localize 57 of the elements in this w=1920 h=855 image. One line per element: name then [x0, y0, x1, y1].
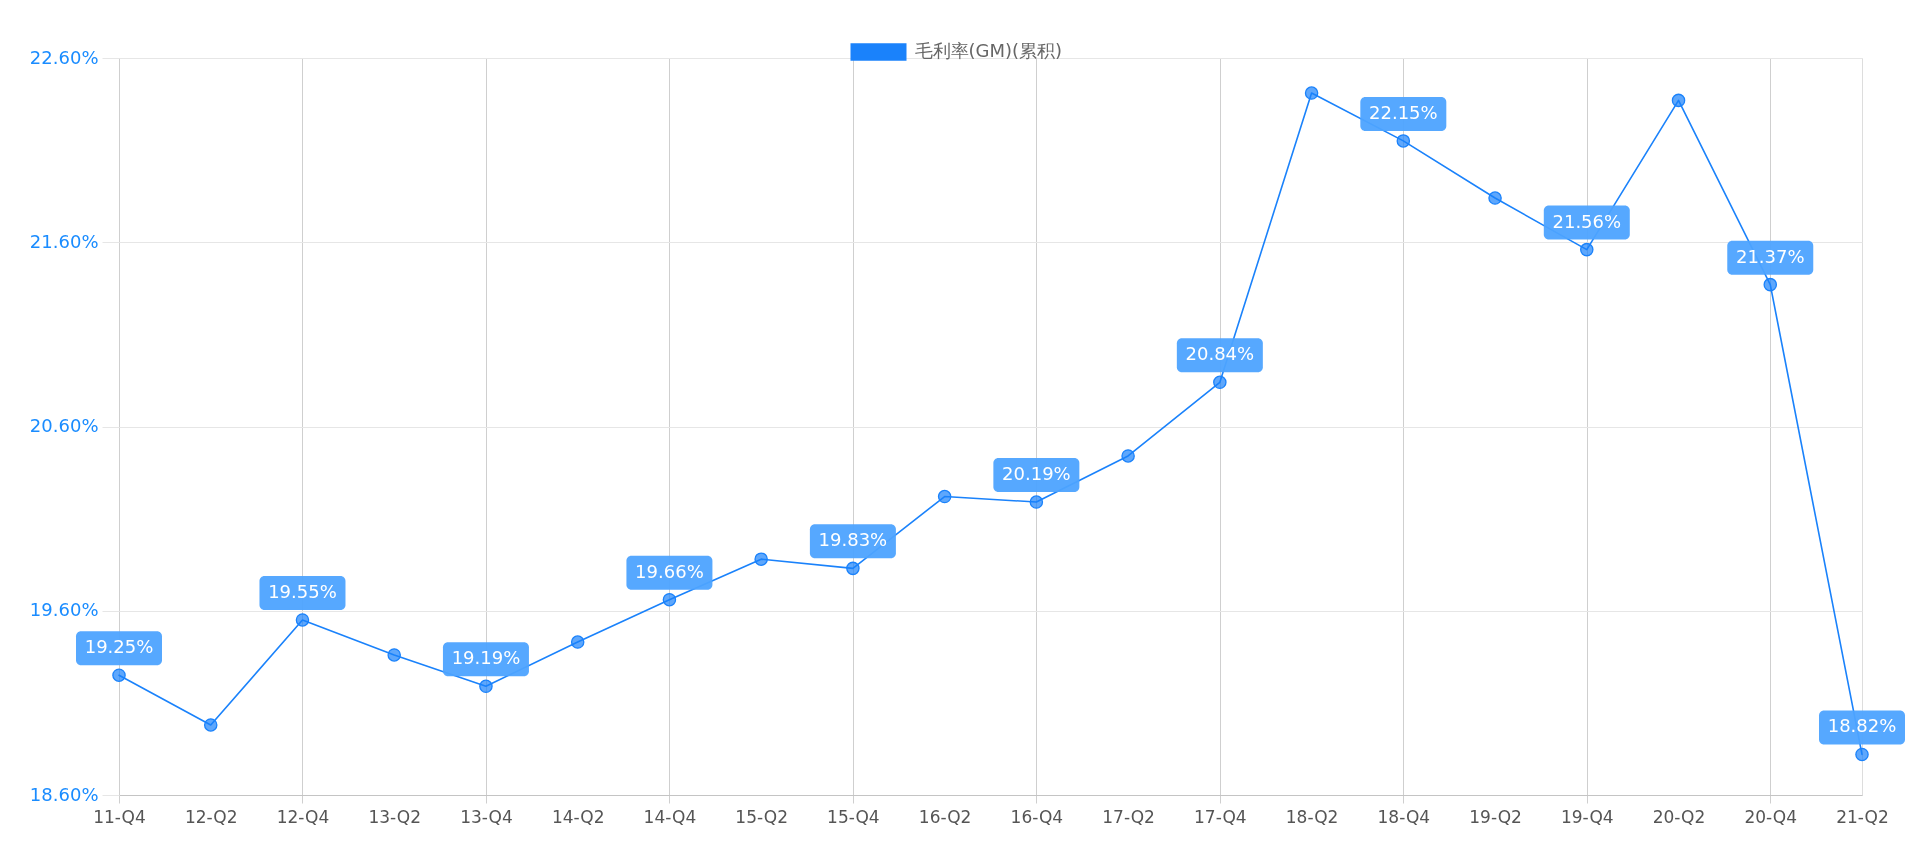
data-label: 19.19% — [451, 647, 521, 669]
x-tick-label: 12-Q4 — [276, 806, 330, 827]
x-tick-label: 19-Q4 — [1560, 806, 1614, 827]
point — [295, 613, 310, 627]
x-tick-label: 13-Q2 — [368, 806, 422, 827]
point — [1580, 242, 1594, 257]
x-tick-label: 17-Q2 — [1102, 806, 1155, 827]
x-tick-label: 15-Q4 — [827, 806, 880, 827]
x-tick-label: 16-Q2 — [918, 806, 972, 827]
data-label: 19.55% — [268, 580, 337, 602]
data-label: 20.84% — [1185, 343, 1255, 365]
x-tick-label: 21-Q2 — [1836, 806, 1889, 827]
point — [1396, 134, 1411, 148]
x-tick-label: 19-Q2 — [1469, 806, 1522, 827]
point — [662, 592, 677, 607]
y-tick-label: 21.60% — [29, 230, 99, 252]
x-tick-label: 18-Q4 — [1377, 806, 1431, 827]
legend-label: 毛利率(GM)(累积) — [914, 40, 1063, 61]
x-tick-label: 14-Q2 — [551, 806, 605, 827]
point — [203, 718, 218, 732]
point — [1304, 86, 1319, 100]
y-tick-label: 19.60% — [29, 599, 99, 621]
point — [1855, 747, 1869, 762]
data-label: 18.82% — [1827, 715, 1897, 737]
x-tick-label: 18-Q2 — [1285, 806, 1339, 827]
x-tick-label: 12-Q2 — [184, 806, 238, 827]
point — [1213, 375, 1227, 390]
x-tick-label: 14-Q4 — [643, 806, 697, 827]
x-tick-label: 11-Q4 — [93, 806, 146, 827]
point — [387, 648, 401, 662]
data-label: 22.15% — [1369, 101, 1438, 123]
x-tick-label: 13-Q4 — [460, 806, 513, 827]
data-label: 20.19% — [1002, 463, 1071, 485]
y-tick-label: 20.60% — [29, 415, 99, 436]
point — [1029, 495, 1044, 509]
x-tick-label: 16-Q4 — [1010, 806, 1064, 827]
x-tick-label: 20-Q4 — [1744, 806, 1798, 827]
x-tick-label: 15-Q2 — [735, 806, 788, 827]
point — [1763, 277, 1778, 292]
point — [754, 552, 768, 566]
data-label: 21.56% — [1552, 210, 1622, 232]
point — [846, 561, 860, 576]
point — [479, 679, 493, 694]
data-label: 19.25% — [84, 636, 154, 658]
point — [937, 489, 952, 504]
point — [1121, 449, 1135, 463]
point — [1671, 93, 1686, 108]
data-label: 19.83% — [818, 529, 888, 551]
x-tick-label: 20-Q2 — [1652, 806, 1706, 827]
point — [570, 635, 585, 649]
y-tick-label: 22.60% — [29, 46, 99, 68]
point — [112, 668, 126, 682]
y-tick-label: 18.60% — [29, 783, 99, 805]
data-label: 21.37% — [1735, 245, 1805, 267]
data-label: 19.66% — [635, 560, 704, 582]
point — [1488, 191, 1502, 205]
x-tick-label: 17-Q4 — [1194, 806, 1247, 827]
